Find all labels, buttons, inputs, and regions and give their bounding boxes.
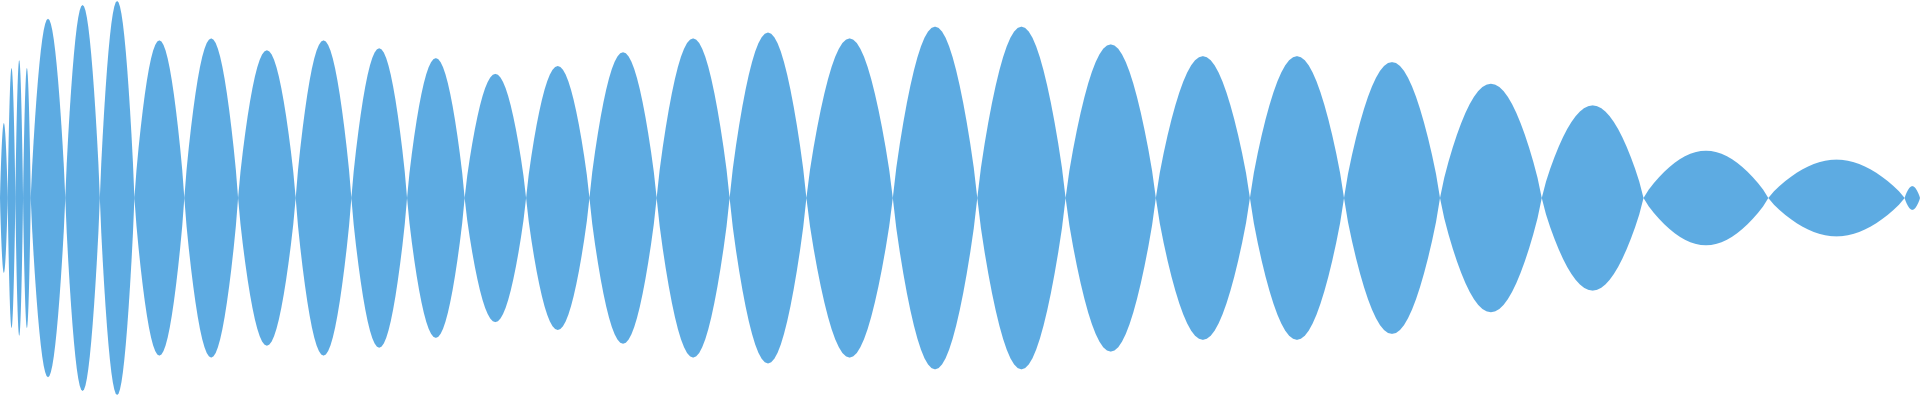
waveform-lobe-20 xyxy=(892,26,978,370)
waveform-lobe-7 xyxy=(99,1,135,395)
waveform-lobe-28 xyxy=(1643,150,1769,246)
waveform-lobe-13 xyxy=(407,58,465,338)
waveform-lobe-4 xyxy=(23,67,31,329)
waveform-lobe-29 xyxy=(1768,159,1905,237)
waveform-lobe-11 xyxy=(295,40,352,356)
waveform-lobe-1 xyxy=(0,123,8,273)
waveform-lobe-19 xyxy=(806,38,893,358)
waveform-lobe-27 xyxy=(1541,105,1644,291)
waveform-lobe-2 xyxy=(7,67,16,329)
waveform-lobe-17 xyxy=(656,38,730,358)
waveform-lobe-23 xyxy=(1155,56,1250,340)
waveform-lobe-8 xyxy=(134,40,185,356)
waveform-lobe-12 xyxy=(351,48,408,348)
waveform-lobe-25 xyxy=(1344,62,1440,334)
waveform-lobe-26 xyxy=(1440,83,1542,313)
waveform-lobe-10 xyxy=(238,50,296,346)
waveform-lobe-22 xyxy=(1065,44,1156,352)
waveform-lobe-16 xyxy=(589,52,657,344)
waveform-lobe-6 xyxy=(65,4,100,392)
waveform-lobe-15 xyxy=(526,66,590,330)
waveform-lobe-30 xyxy=(1904,186,1920,210)
waveform-lobe-5 xyxy=(30,18,66,378)
waveform-lobe-24 xyxy=(1249,56,1344,340)
waveform-lobe-18 xyxy=(729,32,807,364)
waveform-lobe-21 xyxy=(977,26,1066,370)
waveform-lobe-3 xyxy=(15,60,24,336)
waveform-lobe-9 xyxy=(184,38,239,358)
waveform-lobe-14 xyxy=(464,73,527,323)
